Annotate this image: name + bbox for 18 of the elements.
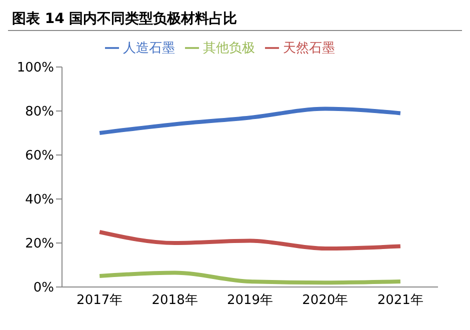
x-tick-label: 2020年: [302, 293, 348, 308]
chart-title: 图表 14 国内不同类型负极材料占比: [8, 8, 462, 31]
y-tick-label: 80%: [25, 104, 54, 120]
line-series: [98, 230, 402, 250]
line-series: [98, 270, 402, 285]
x-tick-label: 2019年: [226, 293, 274, 308]
line-series: [98, 106, 402, 135]
y-tick-label: 40%: [25, 192, 54, 208]
x-tick-label: 2017年: [76, 293, 123, 308]
y-tick-label: 100%: [16, 60, 54, 76]
legend-label: 其他负极: [203, 41, 255, 56]
x-tick-label: 2018年: [152, 293, 198, 308]
y-tick-label: 0%: [33, 280, 54, 296]
legend-label: 天然石墨: [283, 41, 335, 56]
y-tick-label: 20%: [25, 236, 54, 252]
legend-label: 人造石墨: [123, 41, 175, 56]
x-tick-label: 2021年: [377, 293, 424, 308]
y-tick-label: 60%: [25, 148, 54, 164]
